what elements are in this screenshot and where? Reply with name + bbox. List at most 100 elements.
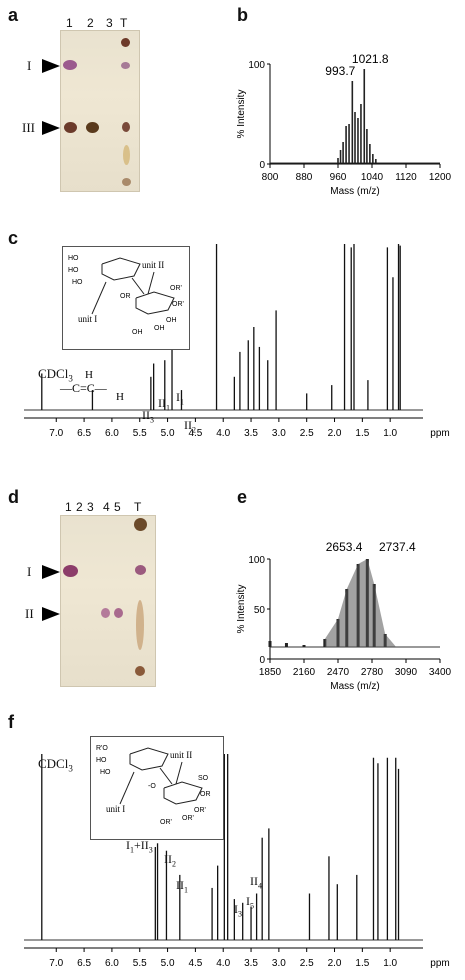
y-tick-label: 0 [259,655,265,666]
unit-II-pointer [147,271,155,295]
structure-group-label: OH [154,325,165,332]
structure-group-label: HO [68,255,79,262]
x-tick-label: 2.0 [328,428,342,439]
structure-group-label: OR' [160,819,172,826]
tlc-d-lane-4: 4 [103,500,110,514]
structure-group-label: OR' [182,815,194,822]
tlc-a-lane-T: T [120,16,128,30]
x-tick-label: 3.5 [244,958,258,969]
unit-II-label: unit II [142,260,164,270]
x-tick-label: 4.5 [188,958,202,969]
spectrum-envelope [324,559,397,647]
y-tick-label: 100 [248,60,265,71]
sugar-ring-unit-II [163,781,203,805]
sugar-ring-unit-I [101,257,141,281]
tlc-spot [86,122,99,133]
sugar-ring-unit-II [135,291,175,315]
x-tick-label: 3.0 [272,958,286,969]
nmr-f-annot-I1-II3: I1+II3 [126,838,153,855]
tlc-spot [121,38,130,47]
structure-group-label: OR' [172,301,184,308]
x-tick-label: 2780 [361,667,384,678]
x-tick-label: 880 [296,172,313,183]
tlc-spot [122,178,131,186]
nmr-c-annot-II2: II2 [184,418,196,435]
unit-II-pointer [175,761,183,785]
x-tick-label: 6.5 [77,958,91,969]
x-tick-label: 1.5 [355,958,369,969]
x-tick-label: 1.0 [383,958,397,969]
structure-group-label: -O [148,783,156,790]
tlc-spot [134,518,147,531]
panel-letter-f: f [8,712,14,732]
structure-group-label: OH [132,329,143,336]
x-tick-label: 1.0 [383,428,397,439]
tlc-a-lane-2: 2 [87,16,94,30]
structure-group-label: R'O [96,745,108,752]
structure-group-label: HO [100,769,111,776]
x-tick-label: 3.5 [244,428,258,439]
x-axis-label: Mass (m/z) [330,681,379,692]
arrow-icon [42,59,60,73]
peak-label-2737: 2737.4 [379,540,416,554]
arrow-icon [42,607,60,621]
x-axis-label: Mass (m/z) [330,186,379,197]
panel-letter-b: b [237,5,248,25]
x-tick-label: 2.5 [300,958,314,969]
unit-I-label: unit I [106,804,125,814]
tlc-d-lane-5: 5 [114,500,121,514]
unit-II-label: unit II [170,750,192,760]
glycosidic-bond [131,277,145,295]
x-tick-label: 7.0 [49,958,63,969]
chart-f-nmr-spectrum: 7.0 6.5 6.0 5.5 5.0 4.5 4.0 3.5 3.0 2.5 2.0 1.5 1.0 p… [24,754,450,969]
tlc-d-lane-1: 1 [65,500,72,514]
sugar-ring-unit-I [129,747,169,771]
chart-b-mass-spectrum: 800 880 960 1040 1120 1200 0 100 Mass (m/z) % Int… [236,52,452,197]
x-tick-label: 2.0 [328,958,342,969]
unit-I-pointer [119,771,135,805]
x-tick-label: 7.0 [49,428,63,439]
x-tick-label: 2160 [293,667,316,678]
structure-group-label: HO [96,757,107,764]
nmr-f-annot-II4: II4 [250,874,262,891]
peak-label-2653: 2653.4 [326,540,363,554]
y-tick-label: 100 [248,555,265,566]
arrow-icon [42,565,60,579]
x-tick-label: 3400 [429,667,452,678]
x-tick-label: 2470 [327,667,350,678]
tlc-spot [136,600,144,650]
vinyl-label: —C=C— [59,381,108,395]
tlc-spot [63,565,78,577]
x-tick-label: 6.0 [105,428,119,439]
x-tick-label: 4.5 [188,428,202,439]
nmr-c-annot-II3: II3 [142,408,154,425]
chart-c-nmr-spectrum: 7.0 6.5 6.0 5.5 5.0 4.5 4.0 3.5 3.0 2.5 2.0 1.5 1.0 p… [24,244,450,439]
tlc-a-marker-III: III [22,120,35,135]
nmr-f-annot-II2: II2 [164,852,176,869]
x-tick-label: 6.0 [105,958,119,969]
x-tick-label: 1850 [259,667,282,678]
nmr-c-annot-II1: II1 [158,396,170,413]
tlc-spot [122,122,130,132]
structure-group-label: OR [120,293,131,300]
tlc-spot [64,122,77,133]
x-tick-label: 1040 [361,172,384,183]
tlc-spot [135,666,145,676]
x-tick-label: 2.5 [300,428,314,439]
x-tick-label: 1200 [429,172,452,183]
solvent-label-f: CDCl3 [38,756,73,774]
unit-I-label: unit I [78,314,97,324]
x-tick-label: 3090 [395,667,418,678]
nmr-f-annot-I3: I3 [234,902,242,919]
structure-box-c [62,246,190,350]
nmr-c-annot-I1: I1 [176,390,184,407]
x-tick-label: 3.0 [272,428,286,439]
structure-group-label: SO [198,775,209,782]
tlc-plate-d [60,515,156,687]
x-tick-label: 5.0 [161,428,175,439]
structure-group-label: HO [68,267,79,274]
y-axis-label: % Intensity [236,585,247,634]
peak-label-993: 993.7 [325,64,355,78]
tlc-spot [135,565,146,575]
